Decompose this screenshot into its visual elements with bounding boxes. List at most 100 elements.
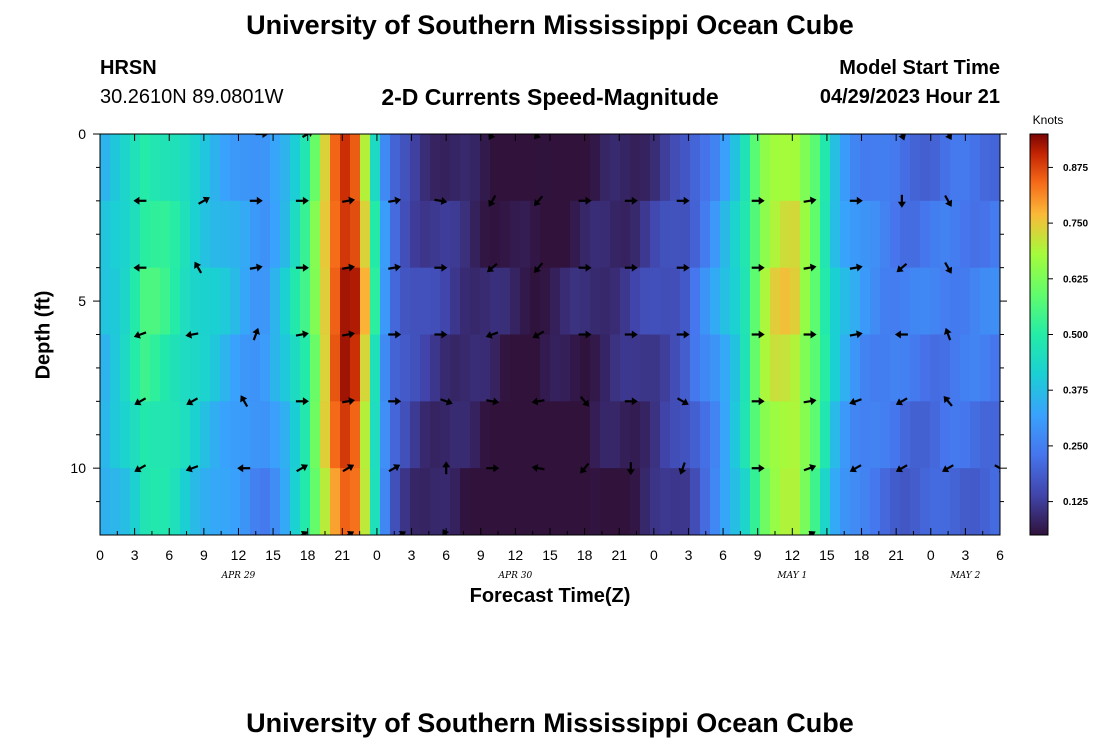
current-arrow	[388, 464, 401, 473]
heat-cell	[880, 468, 891, 535]
heat-cell	[540, 267, 551, 336]
heat-cell	[420, 134, 431, 202]
heat-cell	[980, 468, 991, 535]
heat-cell	[560, 200, 571, 269]
heat-cell	[780, 468, 791, 535]
x-tick-label: 3	[685, 547, 693, 563]
heat-cell	[470, 134, 481, 202]
heat-cell	[100, 267, 111, 336]
heat-cell	[280, 267, 291, 336]
heat-cell	[320, 200, 331, 269]
heat-cell	[220, 267, 231, 336]
heat-cell	[970, 267, 981, 336]
heat-cell	[550, 200, 561, 269]
heat-cell	[800, 468, 811, 535]
heat-cell	[580, 401, 591, 469]
heat-cell	[200, 401, 211, 469]
heat-cell	[820, 468, 831, 535]
heat-cell	[170, 401, 181, 469]
current-arrow	[944, 195, 953, 207]
heat-cell	[700, 267, 711, 336]
heat-cell	[430, 401, 441, 469]
heat-cell	[830, 134, 841, 202]
heat-cell	[210, 401, 221, 469]
heat-cell	[260, 200, 271, 269]
x-tick-label: 21	[335, 547, 351, 563]
heat-cell	[670, 134, 681, 202]
heat-cell	[420, 401, 431, 469]
heat-cell	[200, 468, 211, 535]
heat-cell	[360, 468, 371, 535]
heat-cell	[950, 468, 961, 535]
heat-cell	[550, 468, 561, 535]
heat-cell	[660, 468, 671, 535]
x-tick-label: 15	[542, 547, 558, 563]
heat-cell	[410, 267, 421, 336]
heat-cell	[120, 267, 131, 336]
heat-cell	[350, 401, 361, 469]
heat-cell	[510, 401, 521, 469]
heat-cell	[600, 468, 611, 535]
heat-cell	[560, 267, 571, 336]
heat-cell	[510, 134, 521, 202]
heat-cell	[320, 334, 331, 402]
heat-cell	[500, 134, 511, 202]
heat-cell	[230, 334, 241, 402]
heat-cell	[920, 200, 931, 269]
heat-cell	[480, 134, 491, 202]
current-arrow	[849, 464, 862, 473]
heat-cell	[490, 267, 501, 336]
heat-cell	[680, 200, 691, 269]
heat-cell	[290, 468, 301, 535]
colorbar-tick-label: 0.250	[1063, 441, 1088, 452]
heat-cell	[470, 200, 481, 269]
heat-cell	[330, 468, 341, 535]
heat-cell	[160, 334, 171, 402]
x-tick-label: 18	[300, 547, 316, 563]
heat-cell	[960, 200, 971, 269]
heat-cell	[990, 200, 1000, 269]
current-arrow	[751, 397, 765, 406]
day-label: MAY 1	[776, 571, 807, 581]
heat-cell	[690, 200, 701, 269]
heat-cell	[610, 334, 621, 402]
current-arrow	[133, 196, 147, 205]
heat-cell	[350, 334, 361, 402]
x-tick-label: 15	[819, 547, 835, 563]
speed-heatmap	[100, 134, 1000, 535]
x-tick-label: 6	[996, 547, 1004, 563]
colorbar-tick-label: 0.500	[1063, 330, 1088, 341]
heat-cell	[280, 468, 291, 535]
heat-cell	[290, 334, 301, 402]
current-arrow	[751, 464, 765, 473]
current-arrow	[534, 134, 544, 140]
heat-cell	[900, 334, 911, 402]
x-tick-label: 0	[373, 547, 381, 563]
current-arrow	[849, 397, 862, 406]
heat-cell	[790, 468, 801, 535]
heat-cell	[910, 468, 921, 535]
heat-cell	[510, 334, 521, 402]
heat-cell	[360, 134, 371, 202]
heat-cell	[210, 200, 221, 269]
heat-cell	[800, 134, 811, 202]
current-arrow	[531, 464, 545, 472]
heat-cell	[540, 200, 551, 269]
heat-cell	[500, 401, 511, 469]
colorbar-tick-label: 0.125	[1063, 497, 1088, 508]
heat-cell	[430, 334, 441, 402]
x-tick-label: 12	[508, 547, 524, 563]
heat-cell	[610, 200, 621, 269]
chart-title: 2-D Currents Speed-Magnitude	[381, 84, 719, 110]
heat-cell	[750, 401, 761, 469]
heat-cell	[380, 267, 391, 336]
heat-cell	[140, 401, 151, 469]
heat-cell	[970, 334, 981, 402]
heat-cell	[490, 468, 501, 535]
heat-cell	[970, 200, 981, 269]
station-coords: 30.2610N 89.0801W	[100, 86, 284, 108]
heat-cell	[320, 401, 331, 469]
heat-cell	[380, 134, 391, 202]
heat-cell	[700, 200, 711, 269]
current-arrow	[803, 464, 817, 472]
